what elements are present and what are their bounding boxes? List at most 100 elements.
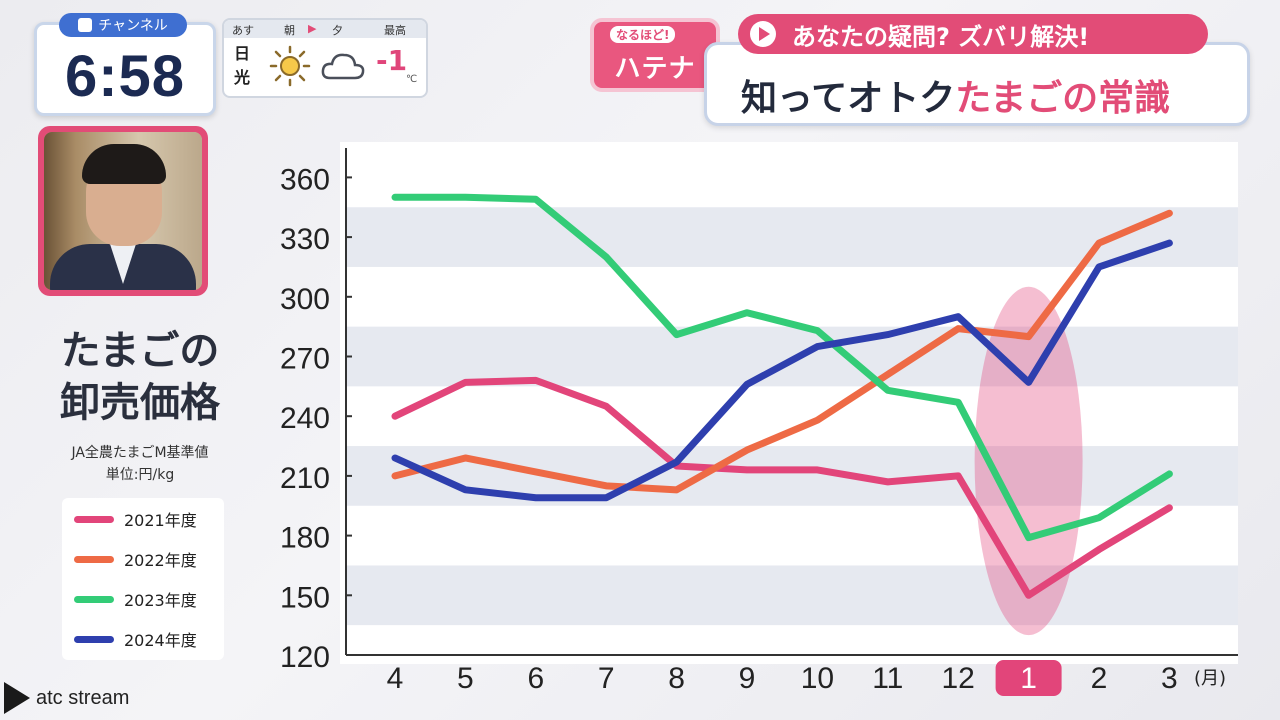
anchor-hair <box>82 144 166 184</box>
weather-tab-tomorrow: あす <box>232 24 254 37</box>
data-point-2021年度 <box>886 480 890 484</box>
data-point-2022年度 <box>1167 211 1171 215</box>
weather-city: 日光 <box>234 44 251 87</box>
data-point-2023年度 <box>604 255 608 259</box>
data-point-2023年度 <box>534 197 538 201</box>
y-tick-label: 360 <box>280 163 330 196</box>
data-point-2021年度 <box>463 380 467 384</box>
data-point-2023年度 <box>745 311 749 315</box>
data-point-2024年度 <box>886 333 890 337</box>
chart-title-line1: たまごの <box>60 328 220 374</box>
data-point-2024年度 <box>393 456 397 460</box>
data-point-2024年度 <box>534 496 538 500</box>
series-line-2024年度 <box>391 239 1173 502</box>
arrow-right-icon: ▶ <box>308 22 317 35</box>
y-tick-label: 270 <box>280 343 330 376</box>
data-point-2022年度 <box>534 470 538 474</box>
watermark-text: atc stream <box>36 686 130 709</box>
data-point-2022年度 <box>956 327 960 331</box>
channel-label: チャンネル <box>98 18 168 34</box>
x-tick-label: 10 <box>801 662 834 695</box>
data-point-2023年度 <box>956 400 960 404</box>
data-point-2022年度 <box>393 474 397 478</box>
data-point-2023年度 <box>1167 472 1171 476</box>
data-point-2024年度 <box>956 315 960 319</box>
data-point-2022年度 <box>886 372 890 376</box>
data-point-2021年度 <box>1097 548 1101 552</box>
segment-badge: なるほど! ハテナ <box>590 18 720 92</box>
segment-badge-big: ハテナ <box>614 54 696 84</box>
legend-item-2021: 2021年度 <box>74 504 197 534</box>
headline-accent: たまごの常識 <box>955 78 1171 119</box>
legend-label-2023: 2023年度 <box>124 591 197 610</box>
weather-temp: -1 <box>376 44 408 77</box>
channel-logo-icon <box>78 18 93 32</box>
weather-tab-high: 最高 <box>384 24 406 37</box>
weather-temp-unit: ℃ <box>406 74 418 85</box>
data-point-2021年度 <box>393 414 397 418</box>
data-point-2023年度 <box>463 195 467 199</box>
x-tick-label: 9 <box>739 662 756 695</box>
anchor-image <box>44 132 202 290</box>
segment-badge-small: なるほど! <box>610 26 676 43</box>
watermark: atc stream <box>4 678 129 718</box>
data-point-2024年度 <box>745 382 749 386</box>
headline-plain: 知ってオトク <box>741 78 956 119</box>
legend-swatch-2023 <box>74 595 114 603</box>
legend-swatch-2024 <box>74 635 114 643</box>
chart-unit: 単位:円/kg <box>105 467 175 483</box>
x-tick-label: 6 <box>527 662 544 695</box>
data-point-2022年度 <box>815 418 819 422</box>
y-tick-label: 330 <box>280 223 330 256</box>
x-tick-label: 3 <box>1161 662 1178 695</box>
play-logo-icon <box>4 682 30 714</box>
legend-label-2021: 2021年度 <box>124 511 197 530</box>
x-tick-label: 12 <box>942 662 975 695</box>
data-point-2022年度 <box>1097 241 1101 245</box>
data-point-2021年度 <box>956 474 960 478</box>
x-tick-highlight <box>995 660 1062 696</box>
x-tick-label: 4 <box>387 662 404 695</box>
sun-icon <box>269 45 311 87</box>
data-point-2021年度 <box>745 468 749 472</box>
data-point-2021年度 <box>1167 506 1171 510</box>
channel-badge: チャンネル <box>59 13 187 37</box>
legend-swatch-2022 <box>74 555 114 563</box>
headline-box: 知ってオトクたまごの常識 <box>704 42 1250 126</box>
x-tick-label: 1 <box>1020 662 1037 695</box>
data-point-2022年度 <box>463 456 467 460</box>
anchor-photo <box>38 126 208 296</box>
chart-legend: 2021年度 2022年度 2023年度 2024年度 <box>62 498 224 660</box>
y-tick-label: 240 <box>280 402 330 435</box>
play-icon <box>750 21 776 47</box>
y-tick-label: 300 <box>280 283 330 316</box>
weather-header: あす 朝 ▶ 夕 最高 <box>224 20 426 38</box>
clock-time: 6:58 <box>64 44 186 109</box>
data-point-2021年度 <box>534 378 538 382</box>
headline-subtitle: あなたの疑問? ズバリ解決! <box>792 22 1090 51</box>
data-point-2022年度 <box>1027 335 1031 339</box>
data-point-2024年度 <box>463 488 467 492</box>
weather-tab-evening: 夕 <box>332 24 343 37</box>
data-point-2024年度 <box>1167 241 1171 245</box>
grid-band <box>345 446 1238 506</box>
data-point-2023年度 <box>886 388 890 392</box>
data-point-2024年度 <box>1027 380 1031 384</box>
cloud-icon <box>321 53 365 80</box>
weather-tab-morning: 朝 <box>284 24 295 37</box>
data-point-2023年度 <box>1027 536 1031 540</box>
data-point-2023年度 <box>393 195 397 199</box>
data-point-2022年度 <box>675 488 679 492</box>
headline-text: 知ってオトクたまごの常識 <box>741 69 1170 121</box>
y-tick-label: 210 <box>280 462 330 495</box>
data-point-2022年度 <box>604 484 608 488</box>
y-tick-label: 120 <box>280 641 330 674</box>
grid-band <box>345 565 1238 626</box>
x-tick-label: 7 <box>598 662 615 695</box>
y-tick-label: 150 <box>280 581 330 614</box>
data-point-2024年度 <box>1097 265 1101 269</box>
data-point-2023年度 <box>1097 516 1101 520</box>
y-tick-label: 180 <box>280 522 330 555</box>
data-point-2024年度 <box>675 460 679 464</box>
